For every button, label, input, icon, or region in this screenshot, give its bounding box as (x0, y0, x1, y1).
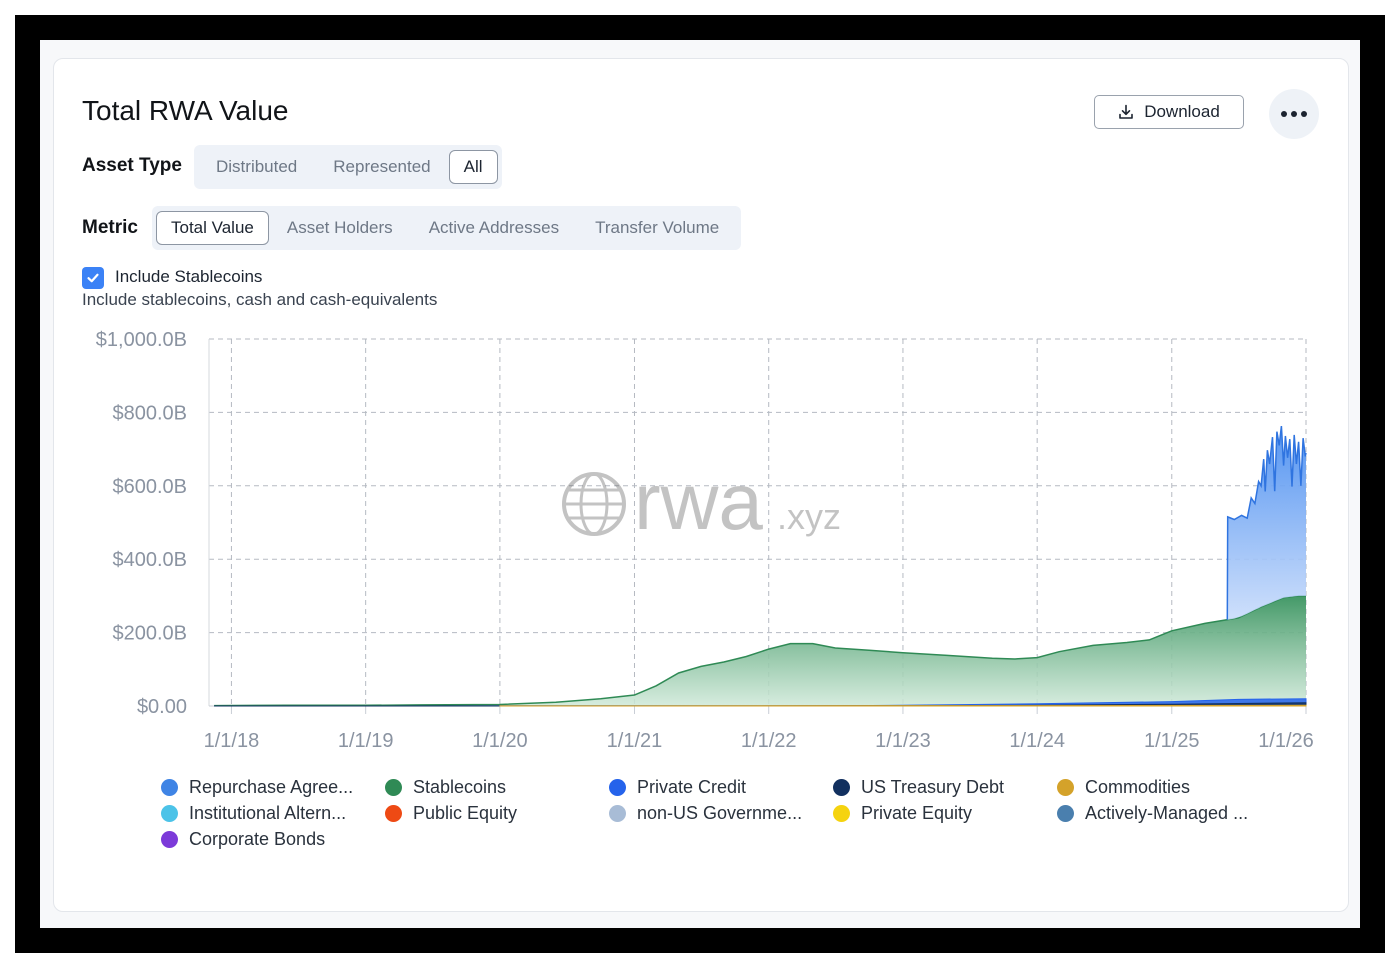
asset-type-option-distributed[interactable]: Distributed (216, 157, 298, 176)
include-stablecoins-description: Include stablecoins, cash and cash-equiv… (82, 290, 438, 309)
area-chart: $0.00 $200.0B $400.0B $600.0B $800.0B $1,000.… (96, 329, 1314, 752)
x-tick-label: 1/1/23 (875, 730, 931, 752)
legend-item[interactable]: Commodities (1057, 777, 1190, 798)
metric-selector: Total Value Asset Holders Active Addresses… (152, 206, 742, 250)
series-line-repurchase-agreements (1226, 426, 1307, 620)
page-title: Total RWA Value (82, 95, 289, 126)
legend-label: Stablecoins (413, 777, 507, 797)
x-tick-label: 1/1/22 (741, 730, 797, 752)
legend-swatch (161, 779, 178, 796)
watermark-text: rwa (634, 457, 763, 546)
legend-item[interactable]: US Treasury Debt (833, 777, 1004, 798)
legend-item[interactable]: Repurchase Agree... (161, 777, 353, 798)
legend-swatch (1057, 805, 1074, 822)
download-button[interactable]: Download (1094, 95, 1244, 129)
asset-type-selector: Distributed Represented All (194, 145, 502, 189)
x-tick-label: 1/1/19 (338, 730, 394, 752)
legend-item[interactable]: Institutional Altern... (161, 803, 346, 824)
legend-swatch (609, 779, 626, 796)
series-line-stablecoins (214, 595, 1306, 707)
legend-swatch (833, 805, 850, 822)
y-tick-label: $200.0B (112, 623, 187, 645)
legend-swatch (609, 805, 626, 822)
legend-item[interactable]: Stablecoins (385, 777, 506, 798)
legend-item[interactable]: Corporate Bonds (161, 829, 325, 850)
x-tick-label: 1/1/18 (204, 730, 260, 752)
legend-label: US Treasury Debt (861, 777, 1005, 797)
legend-label: Private Credit (637, 777, 747, 797)
legend-label: Actively-Managed ... (1085, 803, 1249, 823)
x-tick-label: 1/1/20 (472, 730, 528, 752)
legend-swatch (833, 779, 850, 796)
watermark-suffix: .xyz (777, 496, 841, 537)
watermark-logo: rwa .xyz (562, 457, 841, 546)
download-icon (1119, 104, 1133, 119)
y-tick-label: $400.0B (112, 549, 187, 571)
x-tick-label: 1/1/21 (607, 730, 663, 752)
checkmark-icon (87, 273, 99, 283)
legend-label: non-US Governme... (637, 803, 803, 823)
metric-option-active-addresses[interactable]: Active Addresses (428, 218, 560, 237)
legend-label: Corporate Bonds (189, 829, 326, 849)
asset-type-option-represented[interactable]: Represented (333, 157, 431, 176)
metric-option-transfer-volume[interactable]: Transfer Volume (595, 218, 720, 237)
series-area-repurchase-agreements (1227, 426, 1306, 620)
more-options-button[interactable] (1269, 89, 1319, 139)
x-tick-label: 1/1/24 (1009, 730, 1065, 752)
more-icon (1281, 111, 1307, 117)
include-stablecoins-label: Include Stablecoins (115, 267, 263, 286)
legend-label: Commodities (1085, 777, 1191, 797)
globe-meridian (579, 472, 609, 536)
include-stablecoins-checkbox[interactable] (82, 267, 104, 289)
legend-item[interactable]: non-US Governme... (609, 803, 802, 824)
legend-label: Repurchase Agree... (189, 777, 354, 797)
legend-item[interactable]: Public Equity (385, 803, 517, 824)
legend-item[interactable]: Actively-Managed ... (1057, 803, 1248, 824)
metric-option-asset-holders[interactable]: Asset Holders (286, 218, 393, 237)
legend-swatch (385, 805, 402, 822)
y-tick-label: $0.00 (137, 696, 187, 718)
y-tick-label: $800.0B (112, 402, 187, 424)
x-tick-label: 1/1/25 (1144, 730, 1200, 752)
legend-swatch (161, 831, 178, 848)
download-label: Download (1144, 102, 1220, 121)
legend-label: Private Equity (861, 803, 973, 823)
legend-swatch (161, 805, 178, 822)
y-tick-label: $1,000.0B (96, 329, 187, 351)
legend-label: Institutional Altern... (189, 803, 347, 823)
legend-item[interactable]: Private Equity (833, 803, 972, 824)
globe-icon (562, 472, 626, 536)
legend-item[interactable]: Private Credit (609, 777, 746, 798)
metric-label: Metric (82, 217, 138, 238)
legend-label: Public Equity (413, 803, 518, 823)
legend-swatch (385, 779, 402, 796)
series-area-commodities (499, 704, 1307, 707)
asset-type-option-all[interactable]: All (448, 150, 498, 184)
asset-type-label: Asset Type (82, 155, 182, 176)
series-area-stablecoins (214, 595, 1307, 706)
chart-card: Total RWA Value Download Asset Type Dist… (53, 58, 1349, 912)
metric-option-total-value[interactable]: Total Value (156, 211, 269, 245)
legend-swatch (1057, 779, 1074, 796)
x-tick-label: 1/1/26 (1258, 730, 1314, 752)
y-tick-label: $600.0B (112, 476, 187, 498)
